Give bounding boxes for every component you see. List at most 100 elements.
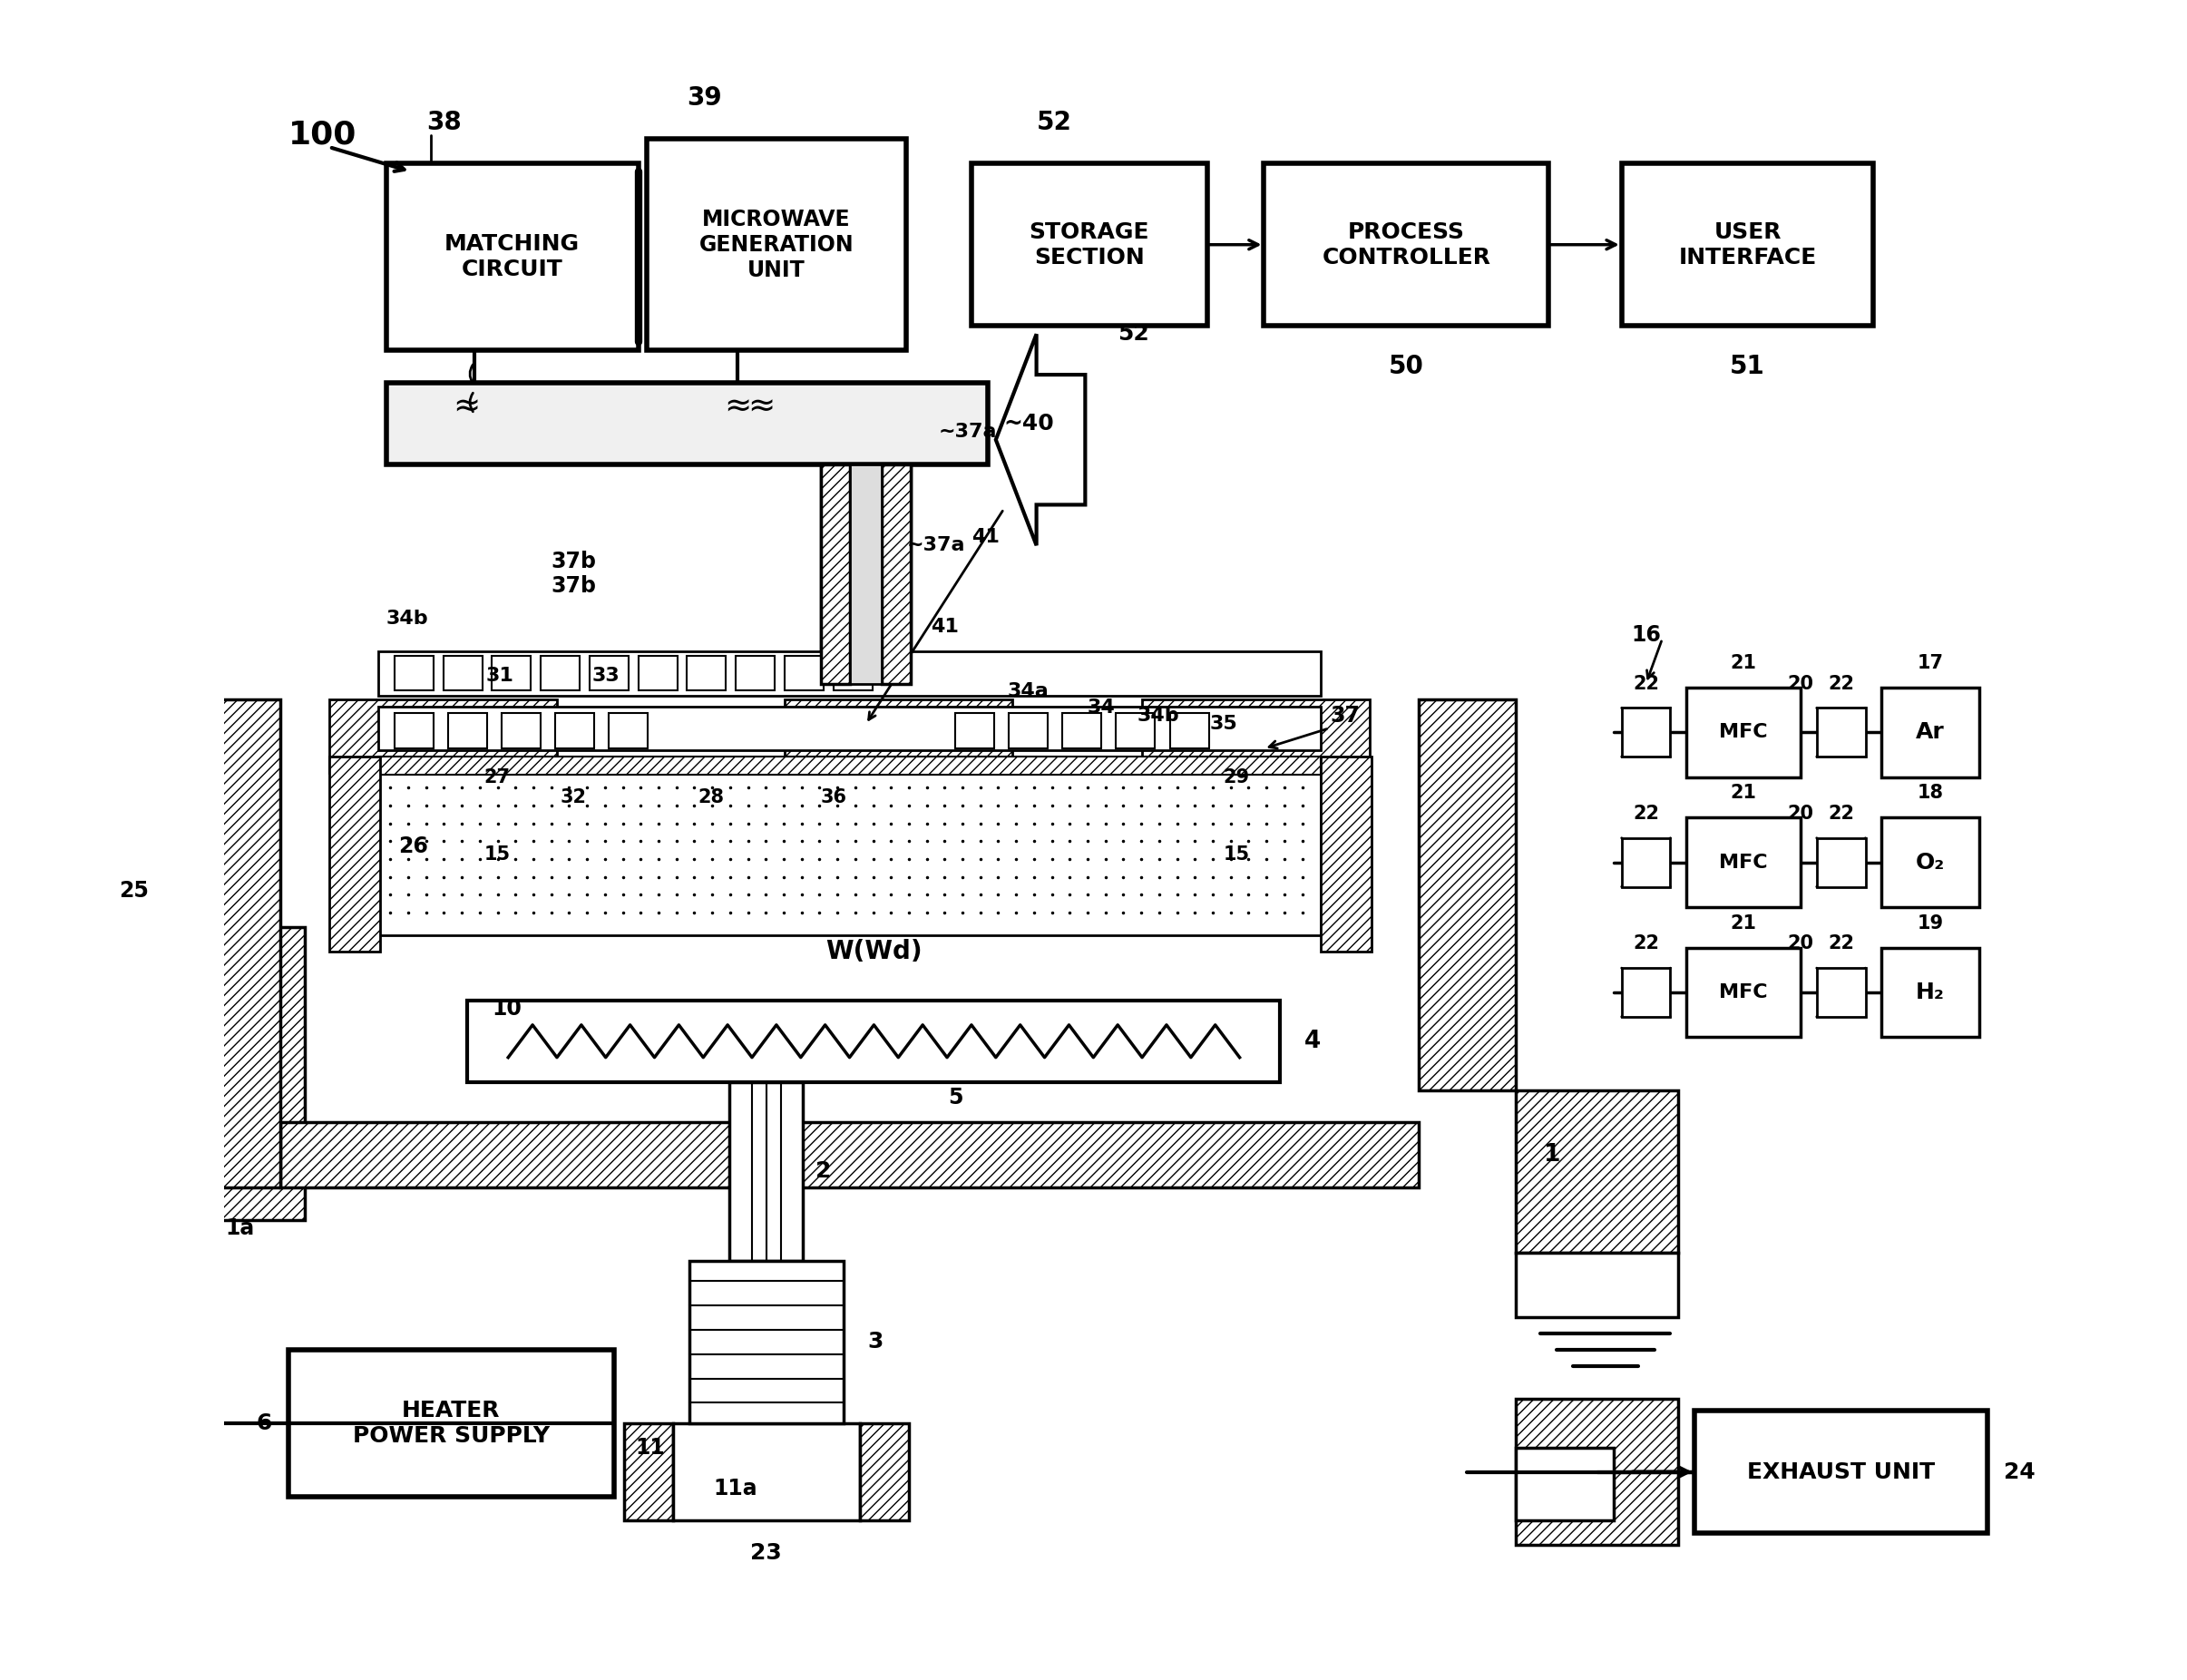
Text: 41: 41 (932, 618, 958, 635)
Text: 37b: 37b (551, 575, 595, 596)
Bar (1686, 948, 1800, 1037)
Text: 37: 37 (1330, 706, 1360, 727)
Bar (330, 756, 381, 953)
Text: ~37a: ~37a (905, 536, 964, 554)
Text: 41: 41 (971, 528, 999, 546)
Bar (849, 464, 881, 684)
Text: 22: 22 (1634, 805, 1660, 823)
Text: ~37a: ~37a (938, 423, 997, 440)
Bar (833, 655, 873, 690)
Bar (1516, 1253, 1677, 1317)
Bar (1686, 818, 1800, 907)
Bar (1142, 701, 1369, 773)
Bar (849, 464, 881, 659)
Bar (1419, 701, 1516, 1090)
Bar (730, 1082, 803, 1260)
Bar (20, 749, 90, 1008)
Text: W(Wd): W(Wd) (824, 939, 923, 964)
Text: 34b: 34b (1137, 707, 1179, 726)
Bar (184, 927, 304, 1220)
Text: ~40: ~40 (1004, 413, 1054, 435)
Text: 22: 22 (1634, 674, 1660, 692)
Text: 23: 23 (750, 1542, 783, 1564)
Bar (881, 464, 910, 684)
Text: 34: 34 (1087, 699, 1115, 717)
Text: O₂: O₂ (1916, 852, 1944, 874)
Bar (1881, 948, 1979, 1037)
Bar (1170, 712, 1209, 749)
Bar (540, 655, 580, 690)
Bar (289, 1351, 615, 1497)
Text: 100: 100 (289, 119, 356, 150)
Polygon shape (995, 334, 1085, 546)
Text: 51: 51 (1730, 354, 1765, 380)
Text: 19: 19 (1918, 914, 1944, 932)
Bar (184, 701, 280, 1188)
Text: 1: 1 (1544, 1142, 1562, 1166)
Text: 3: 3 (868, 1331, 884, 1352)
Bar (647, 139, 905, 351)
Text: 18: 18 (1918, 785, 1944, 803)
Bar (1817, 838, 1866, 887)
Bar (785, 655, 824, 690)
Text: 37b: 37b (551, 551, 595, 573)
Bar (387, 383, 989, 464)
Text: 31: 31 (486, 667, 514, 684)
Bar (85, 911, 184, 1139)
Text: MFC: MFC (1719, 853, 1767, 872)
Text: 6: 6 (256, 1413, 273, 1435)
Bar (859, 1423, 908, 1520)
Bar (785, 701, 1013, 773)
Bar (687, 655, 726, 690)
Bar (492, 655, 531, 690)
Text: MFC: MFC (1719, 724, 1767, 741)
Text: MATCHING
CIRCUIT: MATCHING CIRCUIT (444, 234, 580, 281)
Bar (971, 163, 1207, 326)
Text: 20: 20 (1787, 674, 1813, 692)
Text: 25: 25 (120, 880, 149, 902)
Bar (1621, 163, 1874, 326)
Text: 33: 33 (593, 667, 619, 684)
Bar (378, 773, 1321, 936)
Text: 39: 39 (687, 86, 722, 111)
Text: 22: 22 (1634, 934, 1660, 953)
Bar (639, 655, 678, 690)
Text: 27: 27 (483, 768, 510, 786)
Text: MFC: MFC (1719, 983, 1767, 1001)
Bar (1621, 707, 1671, 756)
Bar (674, 1423, 859, 1520)
Text: 11a: 11a (713, 1477, 757, 1499)
Text: 15: 15 (1223, 845, 1249, 864)
Bar (555, 712, 595, 749)
Bar (1516, 1090, 1677, 1253)
Bar (1881, 687, 1979, 778)
Text: 50: 50 (1389, 354, 1424, 380)
Text: EXHAUST UNIT: EXHAUST UNIT (1747, 1462, 1935, 1483)
Bar (1621, 838, 1671, 887)
Bar (590, 655, 628, 690)
Text: 11: 11 (634, 1436, 665, 1458)
Bar (444, 655, 481, 690)
Bar (387, 163, 639, 351)
Bar (608, 712, 647, 749)
Text: 24: 24 (2003, 1462, 2036, 1483)
Text: STORAGE
SECTION: STORAGE SECTION (1030, 222, 1150, 269)
Text: MICROWAVE
GENERATION
UNIT: MICROWAVE GENERATION UNIT (700, 208, 853, 281)
Text: 26: 26 (398, 835, 429, 857)
Text: Ar: Ar (1916, 721, 1944, 743)
Text: 2: 2 (816, 1161, 831, 1183)
Bar (623, 1423, 674, 1520)
Bar (378, 756, 1321, 774)
Bar (1516, 1448, 1614, 1520)
Bar (1881, 818, 1979, 907)
Bar (1115, 712, 1155, 749)
Text: 4: 4 (1306, 1030, 1321, 1053)
Bar (501, 712, 540, 749)
Bar (1817, 968, 1866, 1016)
Bar (820, 464, 910, 659)
Text: 21: 21 (1730, 914, 1756, 932)
Text: 35: 35 (1209, 716, 1238, 732)
Bar (1063, 712, 1102, 749)
Text: 52: 52 (1037, 111, 1072, 136)
Bar (448, 712, 488, 749)
